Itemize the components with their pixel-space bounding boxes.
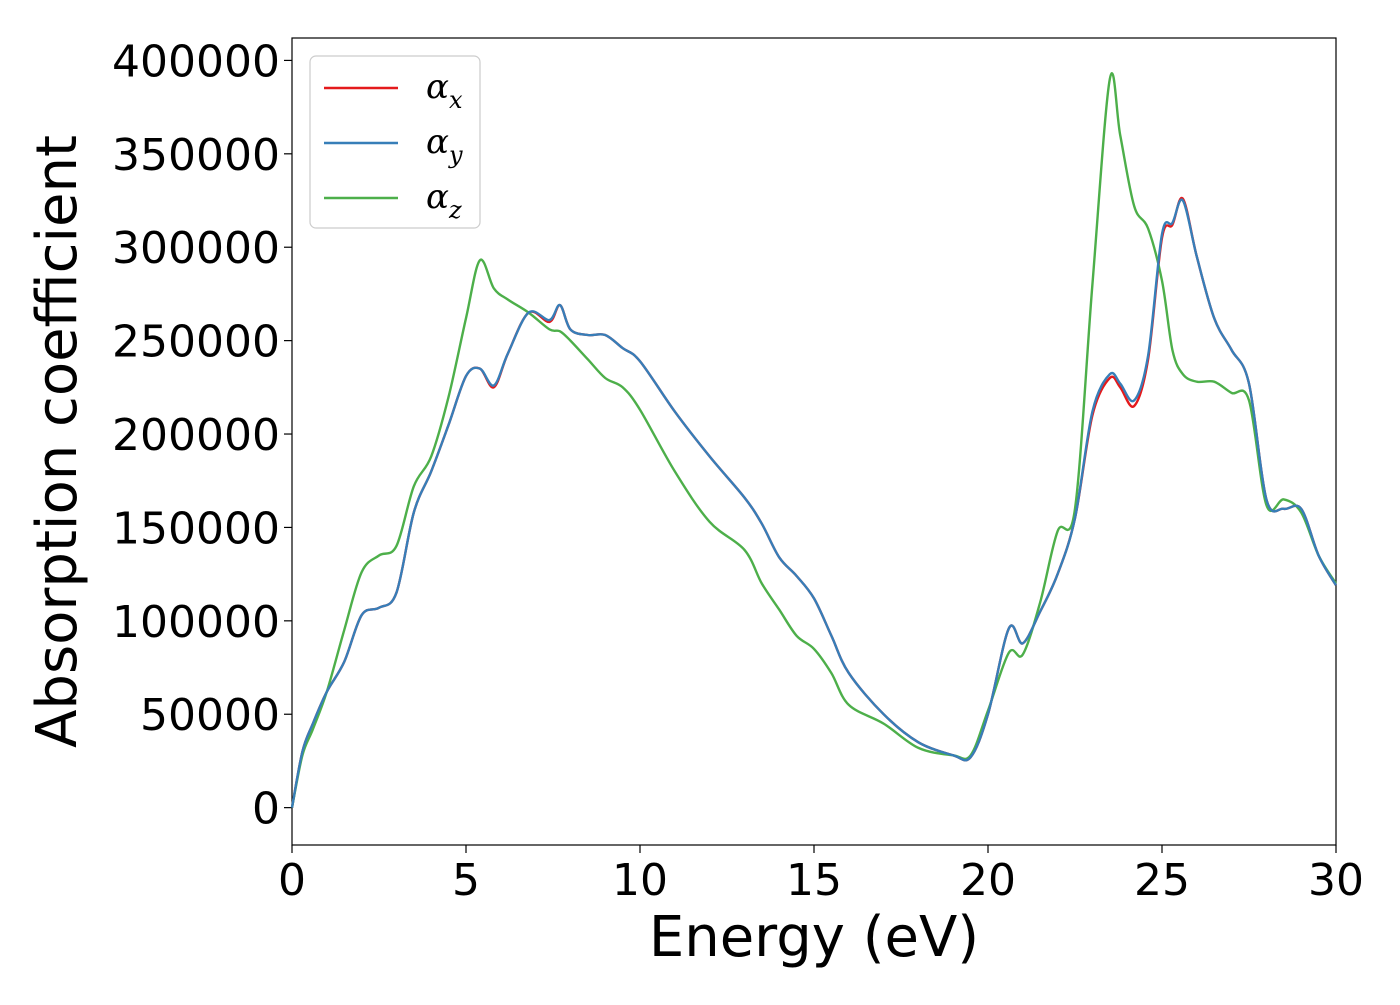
legend-label-y: αy: [426, 122, 463, 169]
x-tick-label: 30: [1308, 855, 1364, 906]
y-tick-label: 100000: [112, 597, 280, 648]
series-line-y: [290, 198, 1338, 808]
y-tick-label: 250000: [112, 317, 280, 368]
legend-label-z: αz: [426, 177, 462, 224]
legend-label-x: αx: [426, 67, 463, 114]
legend-label-base: α: [426, 122, 449, 162]
y-tick-label: 50000: [140, 690, 280, 741]
x-tick-label: 25: [1134, 855, 1190, 906]
legend-label-base: α: [426, 177, 449, 217]
x-tick-label: 20: [960, 855, 1016, 906]
x-tick-label: 5: [452, 855, 480, 906]
x-tick-label: 10: [612, 855, 668, 906]
series-line-x: [290, 196, 1338, 808]
x-axis-title: Energy (eV): [649, 905, 979, 970]
y-axis-title: Absorption coefficient: [25, 135, 90, 748]
legend-label-base: α: [426, 67, 449, 107]
y-tick-label: 200000: [112, 410, 280, 461]
axes: 0 5 10 15 20 25 30 0 50000 100000 150000 200000 2500…: [112, 36, 1364, 906]
y-tick-label: 350000: [112, 130, 280, 181]
legend-label-subscript: z: [448, 196, 462, 224]
legend-label-subscript: y: [448, 141, 463, 169]
y-tick-label: 400000: [112, 36, 280, 87]
series-line-z: [290, 71, 1338, 808]
legend-label-subscript: x: [449, 86, 463, 114]
y-tick-label: 0: [252, 784, 280, 835]
y-tick-label: 300000: [112, 223, 280, 274]
y-tick-label: 150000: [112, 503, 280, 554]
series-layer: [290, 71, 1338, 808]
x-tick-label: 0: [278, 855, 306, 906]
x-tick-label: 15: [786, 855, 842, 906]
